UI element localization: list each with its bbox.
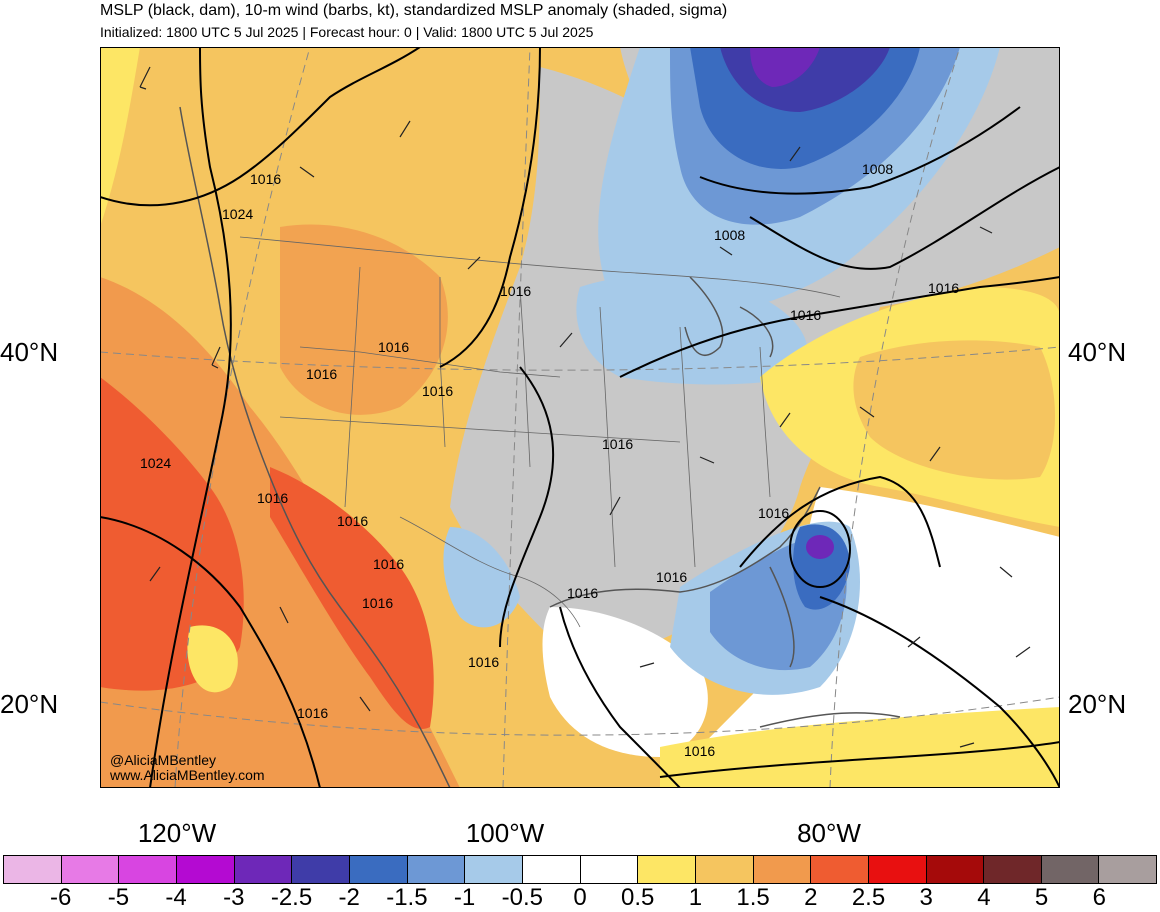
weather-map: 1016 1024 1008 1008 1016 1016 1016 1016 … — [100, 47, 1060, 788]
colorbar-tick-label: 2 — [804, 884, 818, 911]
isobar-label: 1008 — [862, 161, 893, 177]
coastlines — [179, 106, 901, 788]
lat-label-40n-left: 40°N — [0, 337, 59, 367]
colorbar-tick-label: 1 — [688, 884, 703, 911]
lat-label-40n-right: 40°N — [1068, 337, 1127, 367]
colorbar-swatch — [465, 856, 523, 883]
colorbar-tick-label: -2.5 — [270, 884, 313, 911]
anomaly-atlantic-warm — [853, 340, 1055, 480]
colorbar-swatch — [119, 856, 177, 883]
colorbar-tick-label: 5 — [1034, 884, 1049, 911]
isobar-label: 1016 — [500, 283, 531, 299]
colorbar-swatch — [695, 856, 754, 883]
isobar-label: 1016 — [378, 339, 409, 355]
colorbar — [3, 855, 1157, 884]
lon-label-120w: 120°W — [137, 818, 217, 848]
isobar-label: 1016 — [656, 569, 687, 585]
colorbar-swatch — [234, 856, 293, 883]
anomaly-caribbean-yellow — [660, 707, 1060, 788]
lat-label-20n-right: 20°N — [1068, 689, 1127, 719]
isobar-label: 1016 — [790, 307, 821, 323]
isobar-label: 1016 — [468, 654, 499, 670]
colorbar-tick-label: -5 — [107, 884, 130, 911]
isobar-label: 1024 — [222, 206, 253, 222]
isobar-label: 1016 — [306, 366, 337, 382]
colorbar-tick-label: -1 — [453, 884, 476, 911]
colorbar-swatch — [349, 856, 408, 883]
lat-label-20n-left: 20°N — [0, 689, 59, 719]
map-subtitle: Initialized: 1800 UTC 5 Jul 2025 | Forec… — [100, 24, 594, 40]
isobar-label: 1016 — [337, 513, 368, 529]
anomaly-hudson-peak — [750, 47, 820, 87]
colorbar-tick-label: 2.5 — [851, 884, 886, 911]
colorbar-swatch — [580, 856, 639, 883]
colorbar-swatch — [638, 856, 696, 883]
colorbar-tick-label: -6 — [50, 884, 72, 911]
anomaly-rockies — [280, 224, 448, 415]
colorbar-swatch — [407, 856, 466, 883]
isobar-label: 1016 — [362, 595, 393, 611]
colorbar-swatch — [811, 856, 869, 883]
colorbar-tick-label: -3 — [223, 884, 245, 911]
colorbar-swatch — [522, 856, 581, 883]
colorbar-tick-label: -2 — [338, 884, 360, 911]
colorbar-swatch — [868, 856, 927, 883]
isobar-label: 1016 — [758, 505, 789, 521]
credit-site: www.AliciaMBentley.com — [110, 767, 265, 783]
colorbar-swatch — [926, 856, 985, 883]
isobar-label: 1016 — [567, 585, 598, 601]
anomaly-lakes-light — [576, 276, 808, 385]
colorbar-swatch — [984, 856, 1042, 883]
colorbar-tick-label: 0.5 — [621, 884, 655, 911]
isobar-label: 1016 — [684, 743, 715, 759]
map-title: MSLP (black, dam), 10-m wind (barbs, kt)… — [100, 2, 728, 19]
colorbar-tick-label: -0.5 — [501, 884, 543, 911]
isobar-label: 1016 — [297, 705, 328, 721]
colorbar-swatch — [4, 856, 62, 883]
colorbar-tick-label: 4 — [977, 884, 991, 911]
lon-label-100w: 100°W — [465, 818, 545, 848]
colorbar-swatch — [1041, 856, 1100, 883]
isobar-label: 1016 — [257, 490, 288, 506]
isobar-label: 1024 — [140, 455, 171, 471]
borders — [239, 236, 841, 628]
colorbar-tick-label: 1.5 — [736, 884, 770, 911]
lon-label-80w: 80°W — [797, 818, 861, 848]
isobar-label: 1008 — [714, 227, 745, 243]
anomaly-mexico-warm — [270, 467, 434, 729]
colorbar-swatch — [61, 856, 120, 883]
isobar-labels: 1016 1024 1008 1008 1016 1016 1016 1016 … — [140, 161, 959, 759]
anomaly-pacific-hot — [100, 377, 244, 691]
colorbar-tick-label: 0 — [573, 884, 587, 911]
wind-barbs — [139, 66, 1031, 748]
isobar-label: 1016 — [250, 171, 281, 187]
anomaly-pacific-light — [187, 625, 238, 693]
colorbar-tick-label: 6 — [1092, 884, 1106, 911]
isobar-label: 1016 — [373, 556, 404, 572]
colorbar-swatch — [292, 856, 350, 883]
colorbar-swatch — [176, 856, 235, 883]
anomaly-gulf-neutral — [542, 607, 708, 757]
isobar-label: 1016 — [602, 436, 633, 452]
map-border — [100, 47, 1060, 788]
colorbar-swatch — [753, 856, 812, 883]
colorbar-tick-label: 3 — [919, 884, 933, 911]
isobar-label: 1016 — [928, 280, 959, 296]
colorbar-swatch — [1099, 856, 1157, 883]
anomaly-florida-core — [806, 535, 834, 559]
anomaly-atlantic-neutral — [660, 487, 1060, 788]
colorbar-tick-label: -4 — [165, 884, 187, 911]
isobar-label: 1016 — [422, 383, 453, 399]
isobars — [100, 47, 1060, 788]
credit-handle: @AliciaMBentley — [110, 752, 217, 768]
anomaly-pacific-yellow — [100, 47, 140, 227]
colorbar-tick-label: -1.5 — [386, 884, 428, 911]
